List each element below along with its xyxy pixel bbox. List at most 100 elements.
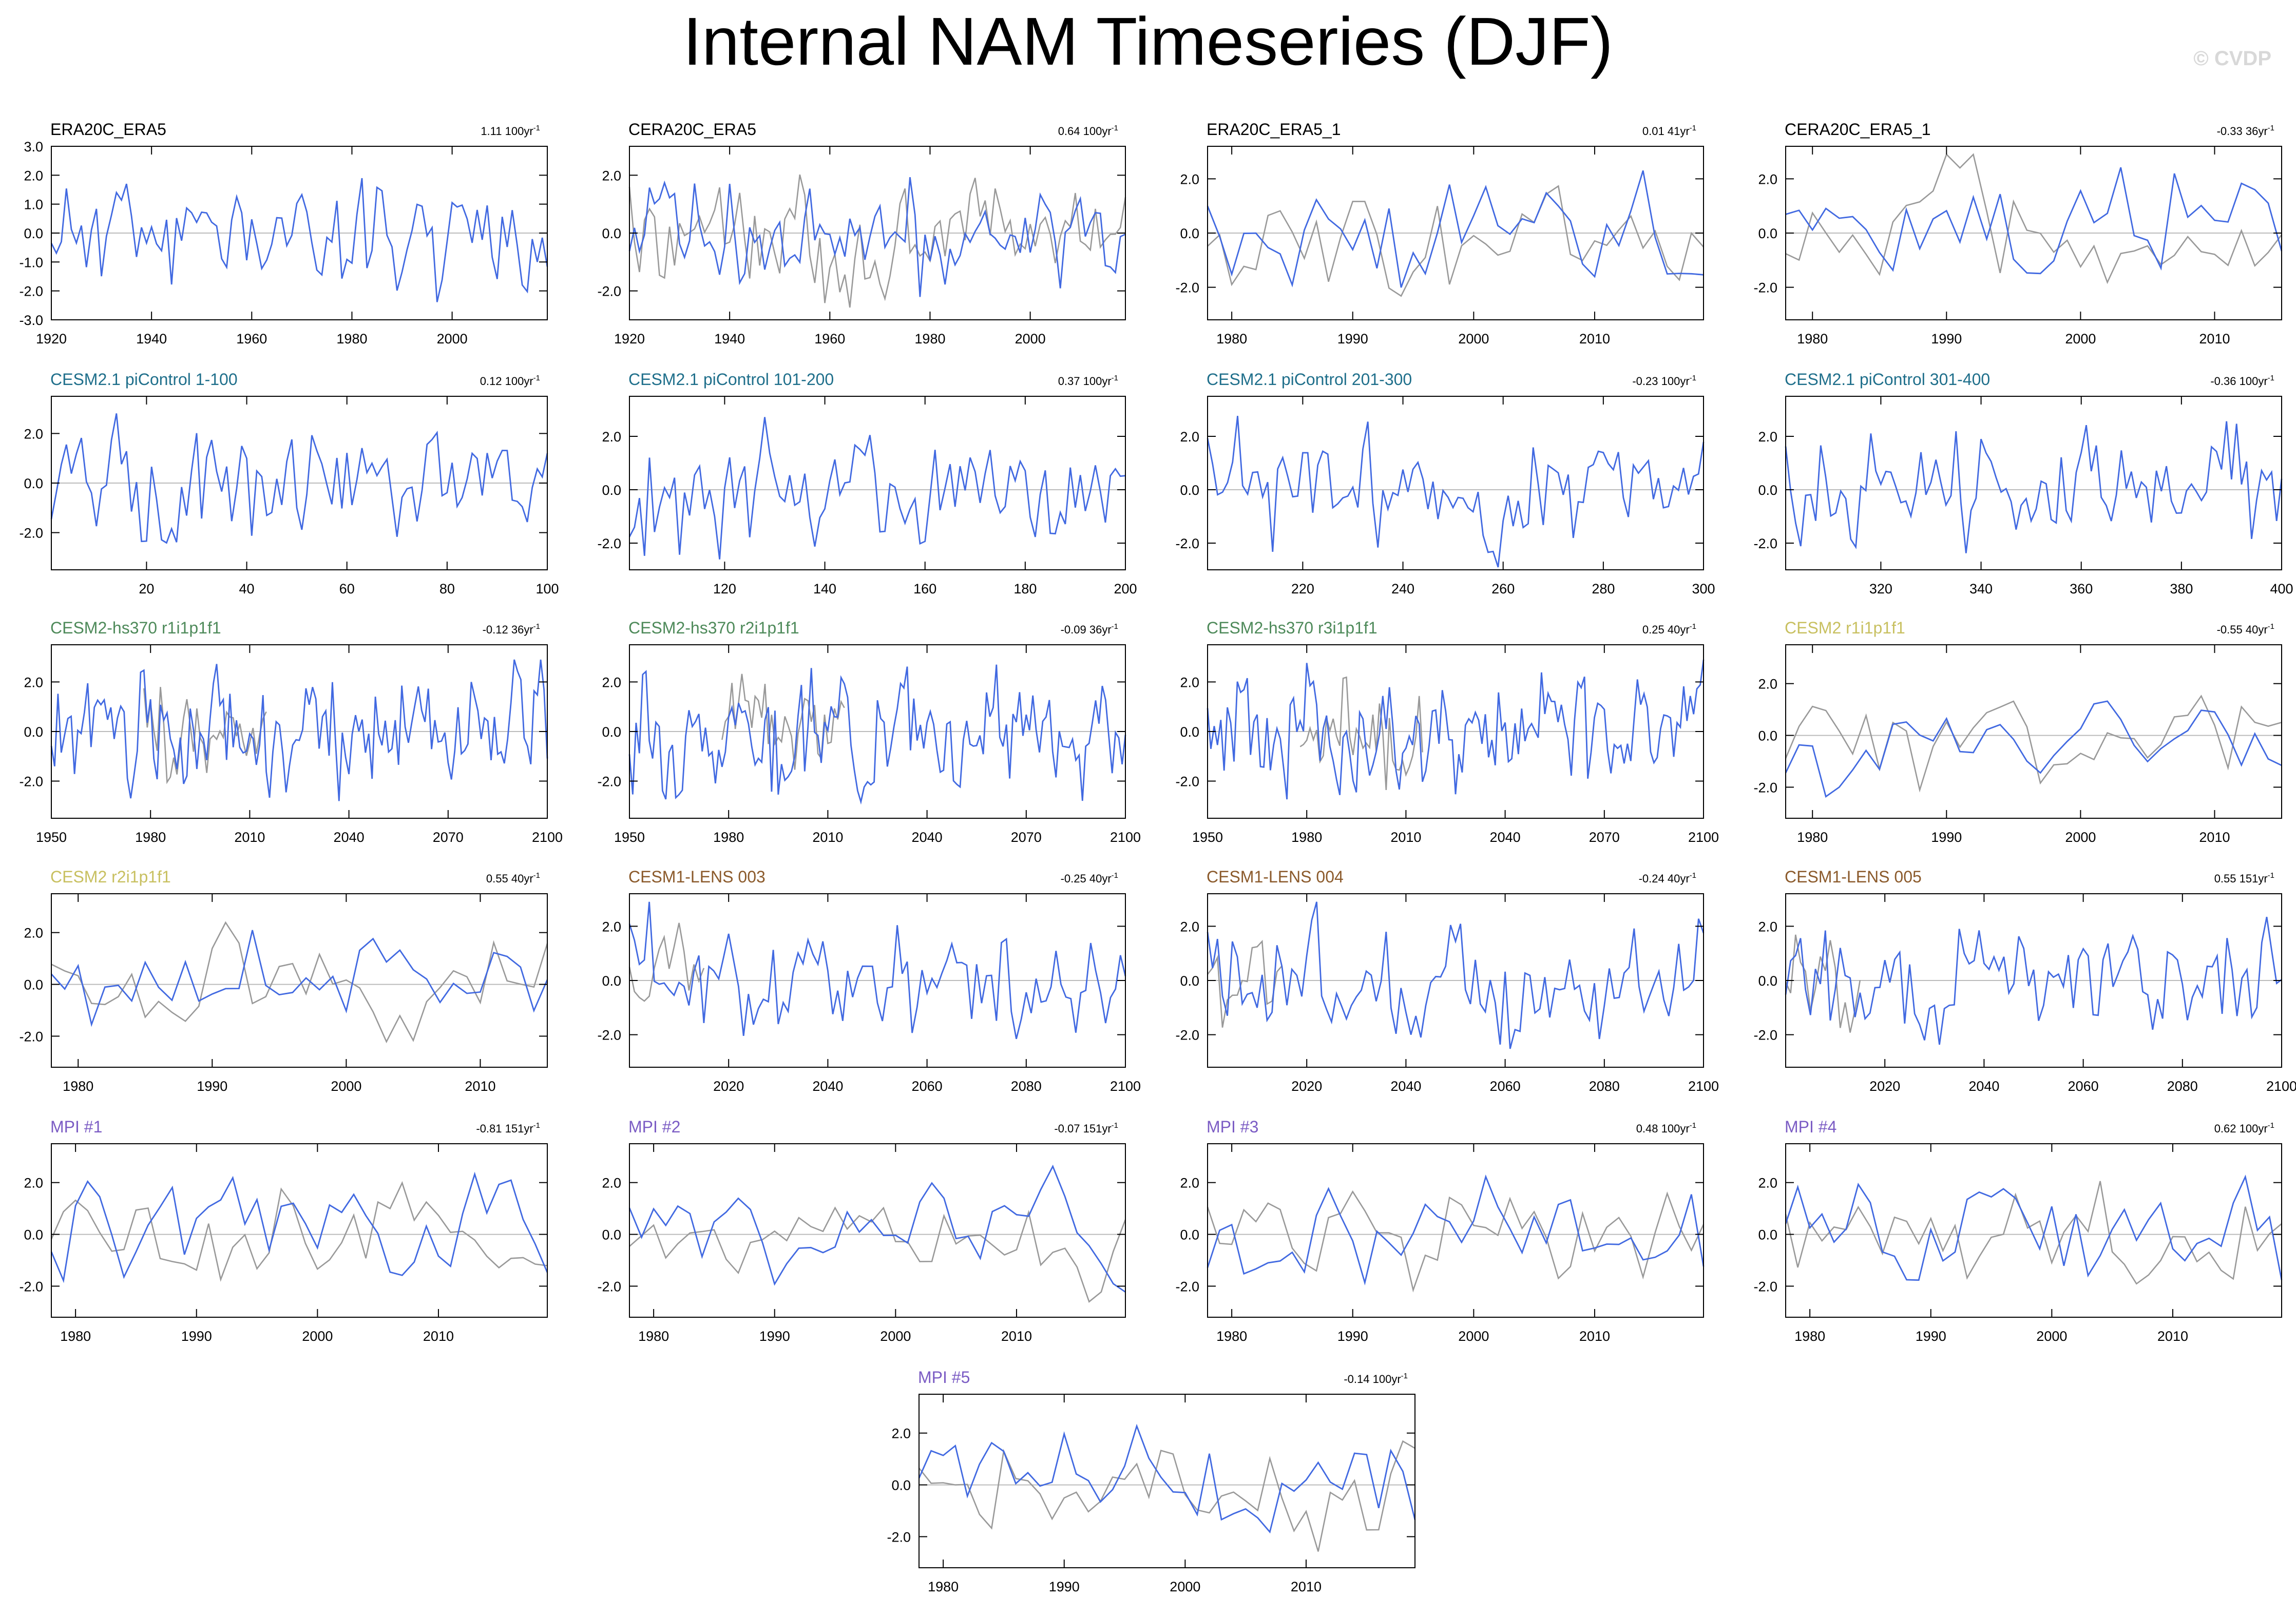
y-tick-label: 2.0 <box>1758 1176 1777 1191</box>
panel-18: MPI #2 -0.07 151yr-1 -2.0 0.0 2.0 1980 1990 200… <box>597 1118 1126 1344</box>
x-tick-label: 2040 <box>334 830 365 845</box>
panel-title: CESM2-hs370 r2i1p1f1 <box>628 619 799 637</box>
figure-title: Internal NAM Timeseries (DJF) <box>683 4 1613 79</box>
y-tick-label: 2.0 <box>602 429 621 445</box>
y-tick-label: 2.0 <box>1758 677 1777 692</box>
x-tick-label: 2040 <box>812 1079 843 1094</box>
x-tick-label: 320 <box>1869 581 1892 597</box>
x-tick-label: 1980 <box>713 830 744 845</box>
panel-trend: -0.14 100yr-1 <box>1344 1372 1408 1386</box>
model-series-line <box>50 659 548 801</box>
y-tick-label: 2.0 <box>602 1176 621 1191</box>
y-tick-label: 2.0 <box>1180 919 1199 934</box>
y-tick-label: 0.0 <box>602 226 621 241</box>
x-tick-label: 2000 <box>2065 331 2096 347</box>
model-series-line <box>50 413 548 544</box>
panel-11: CESM2-hs370 r3i1p1f1 0.25 40yr-1 -2.0 0.0 2.… <box>1175 619 1719 845</box>
x-tick-label: 2010 <box>1579 1329 1610 1344</box>
x-tick-label: 2100 <box>532 830 563 845</box>
x-tick-label: 2070 <box>1589 830 1620 845</box>
x-tick-label: 1980 <box>1794 1329 1825 1344</box>
plot-frame <box>629 1143 1126 1318</box>
model-series-line <box>1785 916 2282 1045</box>
model-series-line <box>50 930 548 1027</box>
y-tick-label: 0.0 <box>891 1478 911 1493</box>
x-tick-label: 1980 <box>135 830 166 845</box>
x-tick-label: 1980 <box>1216 331 1247 347</box>
x-tick-label: 140 <box>813 581 836 597</box>
x-tick-label: 2020 <box>1869 1079 1900 1094</box>
panel-trend: -0.07 151yr-1 <box>1054 1121 1118 1135</box>
obs-series-line <box>51 921 548 1044</box>
x-tick-label: 2070 <box>433 830 464 845</box>
y-tick-label: 0.0 <box>1180 1227 1199 1243</box>
panel-trend: 0.01 41yr-1 <box>1642 124 1696 138</box>
x-tick-label: 1980 <box>1797 331 1828 347</box>
panel-trend: 0.64 100yr-1 <box>1058 124 1118 138</box>
x-tick-label: 2020 <box>713 1079 744 1094</box>
obs-series-line <box>1785 1181 2282 1285</box>
x-tick-label: 2060 <box>1490 1079 1521 1094</box>
x-tick-label: 2000 <box>1170 1579 1200 1594</box>
x-tick-label: 1980 <box>63 1079 93 1094</box>
obs-series-line <box>1785 695 2282 793</box>
y-tick-label: -2.0 <box>597 1279 621 1294</box>
x-tick-label: 1980 <box>638 1329 669 1344</box>
obs-series-line <box>628 174 1126 308</box>
x-tick-label: 2100 <box>2266 1079 2296 1094</box>
x-tick-label: 240 <box>1391 581 1414 597</box>
x-tick-label: 1980 <box>1797 830 1828 845</box>
y-tick-label: 0.0 <box>24 1227 43 1243</box>
y-tick-label: 1.0 <box>24 197 43 213</box>
panel-4: CERA20C_ERA5_1 -0.33 36yr-1 -2.0 0.0 2.0 1980… <box>1753 120 2283 347</box>
y-tick-label: -2.0 <box>19 1029 43 1044</box>
model-series-line <box>1207 901 1705 1049</box>
x-tick-label: 2010 <box>234 830 265 845</box>
x-tick-label: 2040 <box>1968 1079 1999 1094</box>
x-tick-label: 360 <box>2070 581 2093 597</box>
x-tick-label: 100 <box>535 581 559 597</box>
y-tick-label: -2.0 <box>1175 280 1199 296</box>
y-tick-label: 2.0 <box>602 675 621 690</box>
panel-trend: 1.11 100yr-1 <box>481 124 540 138</box>
x-tick-label: 1990 <box>197 1079 227 1094</box>
x-tick-label: 2060 <box>912 1079 943 1094</box>
y-tick-label: 2.0 <box>891 1426 911 1441</box>
x-tick-label: 2000 <box>2036 1329 2067 1344</box>
panel-14: CESM1-LENS 003 -0.25 40yr-1 -2.0 0.0 2.0 2020… <box>597 868 1141 1094</box>
obs-series-line <box>1207 939 1283 1028</box>
panel-trend: 0.12 100yr-1 <box>480 374 540 388</box>
y-tick-label: 0.0 <box>1758 1227 1777 1243</box>
x-tick-label: 2010 <box>465 1079 495 1094</box>
y-tick-label: -2.0 <box>1175 1028 1199 1043</box>
x-tick-label: 2000 <box>880 1329 911 1344</box>
x-tick-label: 2100 <box>1688 830 1719 845</box>
x-tick-label: 2000 <box>1458 1329 1489 1344</box>
x-tick-label: 2000 <box>1458 331 1489 347</box>
y-tick-label: -2.0 <box>597 536 621 551</box>
x-tick-label: 1980 <box>1216 1329 1247 1344</box>
x-tick-label: 1920 <box>614 331 645 347</box>
model-series-line <box>1207 659 1705 800</box>
panel-title: CESM2 r1i1p1f1 <box>1785 619 1905 637</box>
panel-13: CESM2 r2i1p1f1 0.55 40yr-1 -2.0 0.0 2.0 1980 1… <box>19 868 548 1094</box>
y-tick-label: 0.0 <box>1180 973 1199 989</box>
panel-title: ERA20C_ERA5_1 <box>1207 120 1341 139</box>
y-tick-label: -2.0 <box>19 774 43 790</box>
obs-series-line <box>1785 153 2283 284</box>
panel-trend: -0.09 36yr-1 <box>1061 622 1118 636</box>
y-tick-label: -3.0 <box>19 313 43 328</box>
y-tick-label: 2.0 <box>602 168 621 183</box>
x-tick-label: 1990 <box>1049 1579 1080 1594</box>
x-tick-label: 1950 <box>1192 830 1223 845</box>
x-tick-label: 220 <box>1291 581 1314 597</box>
x-tick-label: 1980 <box>928 1579 959 1594</box>
panel-title: CESM1-LENS 004 <box>1207 868 1344 886</box>
x-tick-label: 80 <box>439 581 455 597</box>
x-tick-label: 2020 <box>1291 1079 1322 1094</box>
x-tick-label: 20 <box>139 581 154 597</box>
model-series-line <box>628 177 1126 297</box>
x-tick-label: 1940 <box>714 331 745 347</box>
x-tick-label: 2070 <box>1011 830 1042 845</box>
